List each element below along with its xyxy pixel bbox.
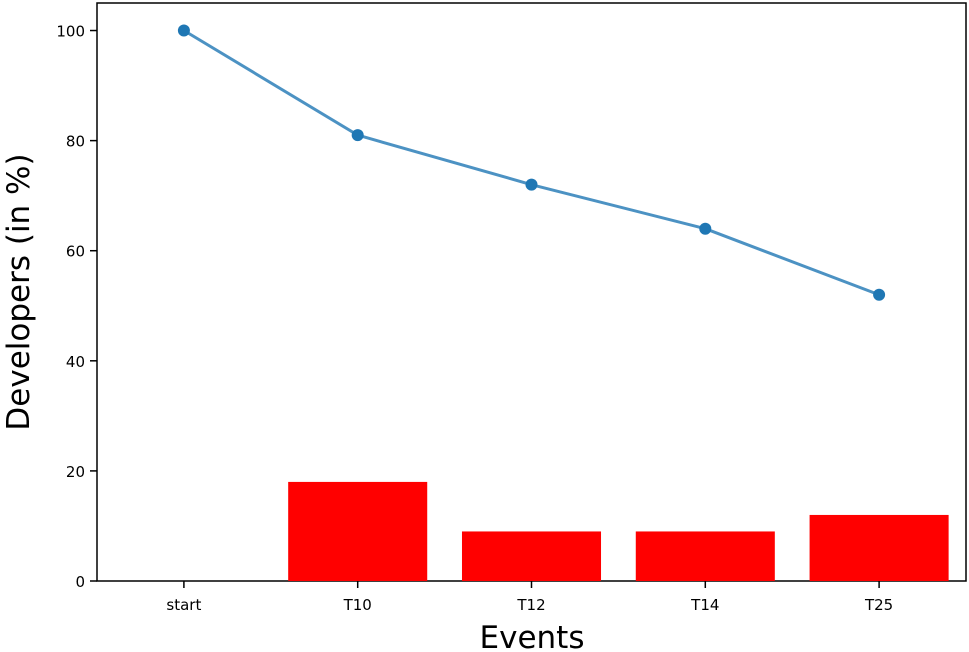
x-tick-label: T12 [516,596,545,614]
y-axis: 0 20 40 60 80 100 [56,23,97,591]
y-axis-title: Developers (in %) [1,153,37,430]
line-point-T10 [351,129,364,142]
bar-series [288,481,949,581]
line-point-start [177,24,190,37]
x-axis-title: Events [480,620,585,652]
line-point-T14 [699,222,712,235]
bar-T14 [635,531,775,581]
bar-T12 [461,531,602,581]
x-tick-label: start [166,596,201,614]
y-tick-label: 60 [66,243,85,261]
plot-area [96,2,967,582]
bar-T10 [288,481,428,581]
y-tick-label: 20 [66,463,85,481]
y-tick-label: 100 [56,23,85,41]
line-series [177,24,886,301]
x-tick-label: T25 [864,596,893,614]
line-point-T12 [525,178,538,191]
line-point-T25 [873,288,886,301]
y-tick-label: 0 [75,573,85,591]
x-tick-label: T14 [690,596,719,614]
bar-T25 [809,514,949,581]
y-tick-label: 40 [66,353,85,371]
x-tick-label: T10 [343,596,372,614]
plot-frame [96,2,967,582]
x-axis: start T10 T12 T14 T25 [166,581,893,614]
y-tick-label: 80 [66,133,85,151]
